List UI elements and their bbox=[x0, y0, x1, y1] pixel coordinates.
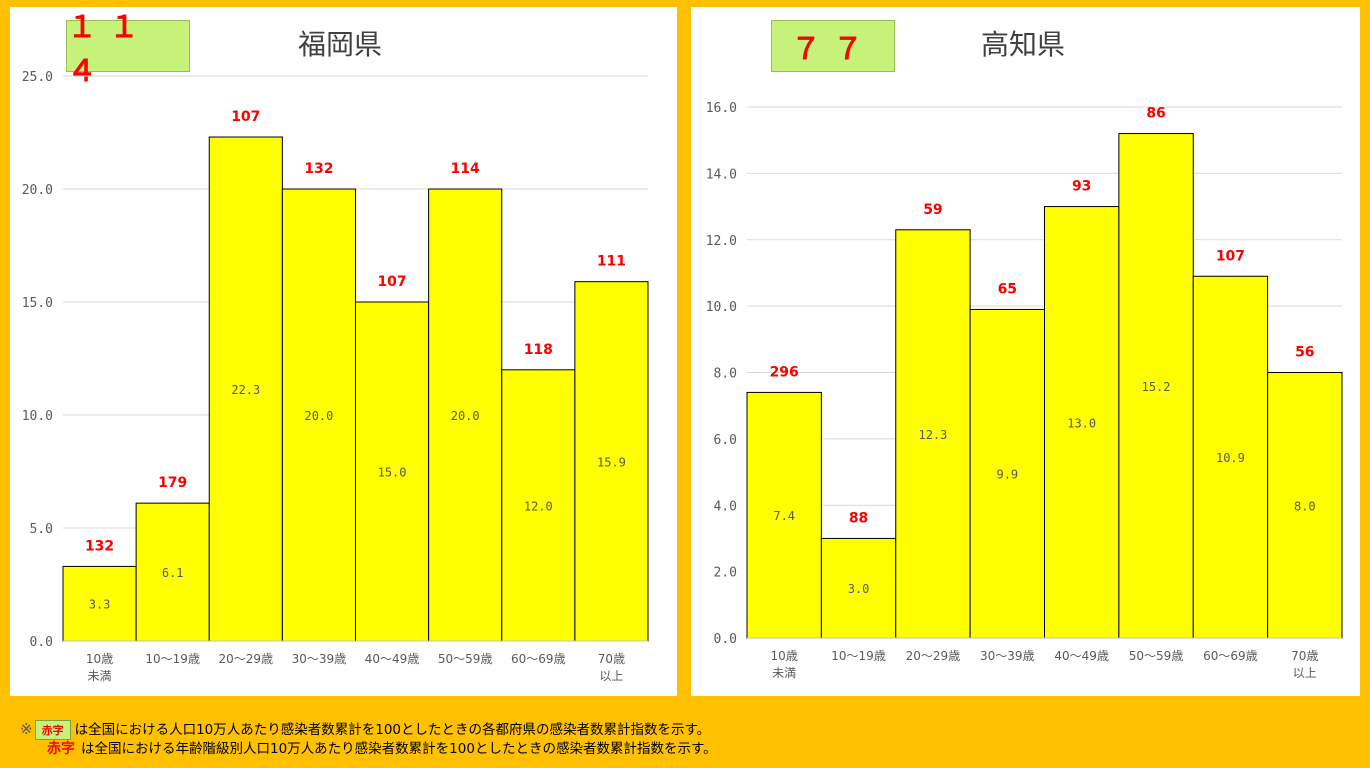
footnote-line-1: ※ 赤字 は全国における人口10万人あたり感染者数累計を100としたときの各都府県の… bbox=[20, 718, 710, 740]
x-tick-label: 40～49歳 bbox=[365, 652, 420, 666]
x-tick-label: 未満 bbox=[88, 669, 112, 683]
chart-title: 高知県 bbox=[981, 28, 1066, 61]
x-tick-label: 60～69歳 bbox=[1203, 649, 1258, 663]
legend-red-text: 赤字 bbox=[47, 741, 75, 757]
note-mark: ※ bbox=[20, 720, 33, 738]
chart-panel-fukuoka: １１４ 福岡県 0.0 5.0 10.0 15.0 20.0 25.0 3.3 132 10歳未… bbox=[10, 7, 677, 696]
bar-index-label: 65 bbox=[998, 281, 1017, 297]
bar bbox=[1118, 133, 1194, 639]
bar-value-label: 20.0 bbox=[451, 409, 480, 423]
bar bbox=[428, 188, 503, 642]
bar-value-label: 7.4 bbox=[773, 509, 795, 523]
bar-index-label: 88 bbox=[849, 510, 868, 526]
x-tick-label: 20～29歳 bbox=[219, 652, 274, 666]
y-tick-label: 2.0 bbox=[714, 566, 737, 581]
bar-index-label: 111 bbox=[597, 254, 626, 270]
x-tick-label: 未満 bbox=[772, 666, 796, 680]
bar-index-label: 132 bbox=[85, 538, 114, 554]
bar bbox=[1044, 206, 1120, 639]
x-tick-label: 50～59歳 bbox=[1129, 649, 1184, 663]
y-tick-label: 14.0 bbox=[706, 167, 737, 182]
bar-value-label: 12.0 bbox=[524, 499, 553, 513]
bar-value-label: 22.3 bbox=[231, 383, 260, 397]
x-tick-label: 70歳 bbox=[1291, 649, 1318, 663]
bar bbox=[574, 281, 649, 642]
x-tick-label: 10歳 bbox=[86, 652, 113, 666]
chart-panel-kochi: ７７ 高知県 0.0 2.0 4.0 6.0 8.0 10.0 12.0 14.0 16.0 7.… bbox=[691, 7, 1360, 696]
bar-value-label: 13.0 bbox=[1067, 416, 1096, 430]
bar-value-label: 3.0 bbox=[848, 582, 870, 596]
bar-index-label: 59 bbox=[923, 202, 942, 218]
bar bbox=[1192, 275, 1269, 639]
bar-value-label: 3.3 bbox=[89, 598, 111, 612]
bar-index-label: 114 bbox=[451, 161, 480, 177]
y-tick-label: 10.0 bbox=[706, 300, 737, 315]
bar-value-label: 15.2 bbox=[1142, 380, 1171, 394]
x-tick-label: 30～39歳 bbox=[980, 649, 1035, 663]
bar-chart-kochi: 0.0 2.0 4.0 6.0 8.0 10.0 12.0 14.0 16.0 7.4 296 10歳… bbox=[706, 101, 1343, 680]
x-tick-label: 30～39歳 bbox=[292, 652, 347, 666]
bar-index-label: 179 bbox=[158, 475, 187, 491]
bar-value-label: 10.9 bbox=[1216, 451, 1245, 465]
bar-index-label: 107 bbox=[377, 274, 406, 290]
bar bbox=[135, 502, 210, 642]
bar bbox=[969, 308, 1045, 639]
x-tick-label: 10～19歳 bbox=[831, 649, 886, 663]
bar bbox=[1267, 372, 1343, 639]
bar-index-label: 118 bbox=[524, 342, 553, 358]
bar-index-label: 107 bbox=[1216, 248, 1245, 264]
footnote-text-2: は全国における年齢階級別人口10万人あたり感染者数累計を100としたときの感染者… bbox=[81, 741, 717, 757]
bar bbox=[281, 188, 356, 642]
bar-value-label: 12.3 bbox=[918, 428, 947, 442]
y-tick-label: 10.0 bbox=[22, 409, 53, 424]
y-tick-label: 15.0 bbox=[22, 296, 53, 311]
bar bbox=[208, 136, 283, 642]
y-tick-label: 5.0 bbox=[30, 522, 53, 537]
bar-value-label: 15.9 bbox=[597, 455, 626, 469]
x-tick-label: 40～49歳 bbox=[1054, 649, 1109, 663]
legend-green-box: 赤字 bbox=[34, 720, 71, 740]
x-tick-label: 10～19歳 bbox=[145, 652, 200, 666]
bar bbox=[355, 301, 430, 642]
y-tick-label: 6.0 bbox=[714, 433, 737, 448]
footnote-line-2: 赤字 は全国における年齢階級別人口10万人あたり感染者数累計を100としたときの感… bbox=[20, 737, 717, 758]
bar bbox=[746, 391, 822, 639]
y-tick-label: 0.0 bbox=[30, 635, 53, 650]
bar bbox=[820, 537, 897, 639]
bar-index-label: 93 bbox=[1072, 179, 1091, 195]
y-tick-label: 4.0 bbox=[714, 499, 737, 514]
y-tick-label: 25.0 bbox=[22, 70, 53, 85]
bar-value-label: 9.9 bbox=[996, 468, 1018, 482]
bar-index-label: 296 bbox=[770, 364, 799, 380]
bar-value-label: 6.1 bbox=[162, 566, 184, 580]
x-tick-label: 50～59歳 bbox=[438, 652, 493, 666]
bar-index-label: 56 bbox=[1295, 345, 1314, 361]
y-tick-label: 8.0 bbox=[714, 367, 737, 382]
y-tick-label: 20.0 bbox=[22, 183, 53, 198]
bar-value-label: 20.0 bbox=[304, 409, 333, 423]
bar-index-label: 132 bbox=[304, 161, 333, 177]
x-tick-label: 60～69歳 bbox=[511, 652, 566, 666]
bar bbox=[501, 369, 576, 642]
x-tick-label: 以上 bbox=[1293, 666, 1317, 680]
bar-value-label: 8.0 bbox=[1294, 499, 1316, 513]
prefecture-index-box: ７７ bbox=[771, 20, 895, 72]
y-tick-label: 12.0 bbox=[706, 234, 737, 249]
bar-index-label: 107 bbox=[231, 109, 260, 125]
chart-title: 福岡県 bbox=[298, 28, 383, 61]
y-tick-label: 0.0 bbox=[714, 632, 737, 647]
bar-value-label: 15.0 bbox=[378, 466, 407, 480]
x-tick-label: 20～29歳 bbox=[906, 649, 961, 663]
footnote-text-1: は全国における人口10万人あたり感染者数累計を100としたときの各都府県の感染者… bbox=[74, 722, 711, 738]
bar-index-label: 86 bbox=[1146, 106, 1165, 122]
x-tick-label: 70歳 bbox=[598, 652, 625, 666]
x-tick-label: 以上 bbox=[599, 669, 623, 683]
y-tick-label: 16.0 bbox=[706, 101, 737, 116]
bar bbox=[895, 229, 971, 639]
x-tick-label: 10歳 bbox=[771, 649, 798, 663]
